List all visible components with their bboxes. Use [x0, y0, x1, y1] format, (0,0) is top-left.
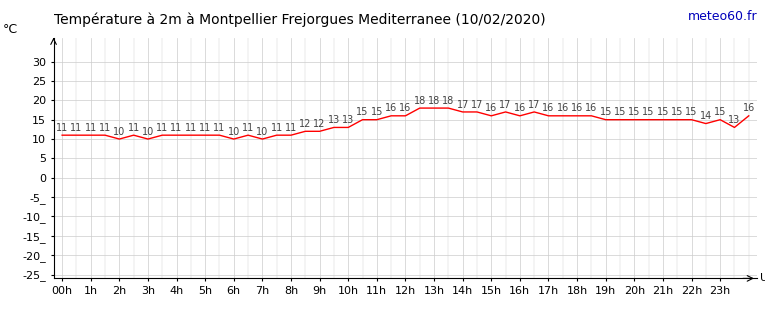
- Text: 11: 11: [156, 123, 168, 133]
- Text: 10: 10: [142, 127, 154, 137]
- Text: 15: 15: [628, 108, 640, 117]
- Text: 16: 16: [485, 103, 497, 114]
- Text: 17: 17: [528, 100, 540, 110]
- Text: 11: 11: [242, 123, 254, 133]
- Text: 13: 13: [327, 115, 340, 125]
- Text: 10: 10: [113, 127, 125, 137]
- Text: 15: 15: [643, 108, 655, 117]
- Text: 11: 11: [85, 123, 97, 133]
- Text: 11: 11: [70, 123, 83, 133]
- Text: 11: 11: [171, 123, 183, 133]
- Text: 17: 17: [457, 100, 469, 110]
- Text: 16: 16: [571, 103, 583, 114]
- Text: 12: 12: [299, 119, 311, 129]
- Text: 15: 15: [371, 108, 383, 117]
- Text: 16: 16: [399, 103, 412, 114]
- Text: 16: 16: [514, 103, 526, 114]
- Text: 15: 15: [671, 108, 683, 117]
- Text: 18: 18: [414, 96, 426, 106]
- Text: 16: 16: [385, 103, 397, 114]
- Text: 15: 15: [614, 108, 627, 117]
- Text: 10: 10: [228, 127, 240, 137]
- Text: 15: 15: [685, 108, 698, 117]
- Text: Température à 2m à Montpellier Frejorgues Mediterranee (10/02/2020): Température à 2m à Montpellier Frejorgue…: [54, 13, 545, 27]
- Text: UTC: UTC: [760, 273, 765, 284]
- Text: 11: 11: [99, 123, 111, 133]
- Text: 18: 18: [442, 96, 454, 106]
- Text: 16: 16: [542, 103, 555, 114]
- Text: °C: °C: [3, 23, 18, 36]
- Text: 16: 16: [743, 103, 755, 114]
- Text: 16: 16: [585, 103, 597, 114]
- Text: 15: 15: [714, 108, 726, 117]
- Text: 11: 11: [271, 123, 283, 133]
- Text: 12: 12: [314, 119, 326, 129]
- Text: 11: 11: [185, 123, 197, 133]
- Text: 16: 16: [557, 103, 569, 114]
- Text: 11: 11: [213, 123, 226, 133]
- Text: 18: 18: [428, 96, 440, 106]
- Text: 11: 11: [285, 123, 297, 133]
- Text: 17: 17: [500, 100, 512, 110]
- Text: 11: 11: [199, 123, 211, 133]
- Text: meteo60.fr: meteo60.fr: [688, 10, 757, 23]
- Text: 11: 11: [128, 123, 140, 133]
- Text: 13: 13: [342, 115, 354, 125]
- Text: 14: 14: [700, 111, 712, 121]
- Text: 15: 15: [356, 108, 369, 117]
- Text: 10: 10: [256, 127, 269, 137]
- Text: 15: 15: [600, 108, 612, 117]
- Text: 15: 15: [656, 108, 669, 117]
- Text: 17: 17: [470, 100, 483, 110]
- Text: 11: 11: [56, 123, 68, 133]
- Text: 13: 13: [728, 115, 741, 125]
